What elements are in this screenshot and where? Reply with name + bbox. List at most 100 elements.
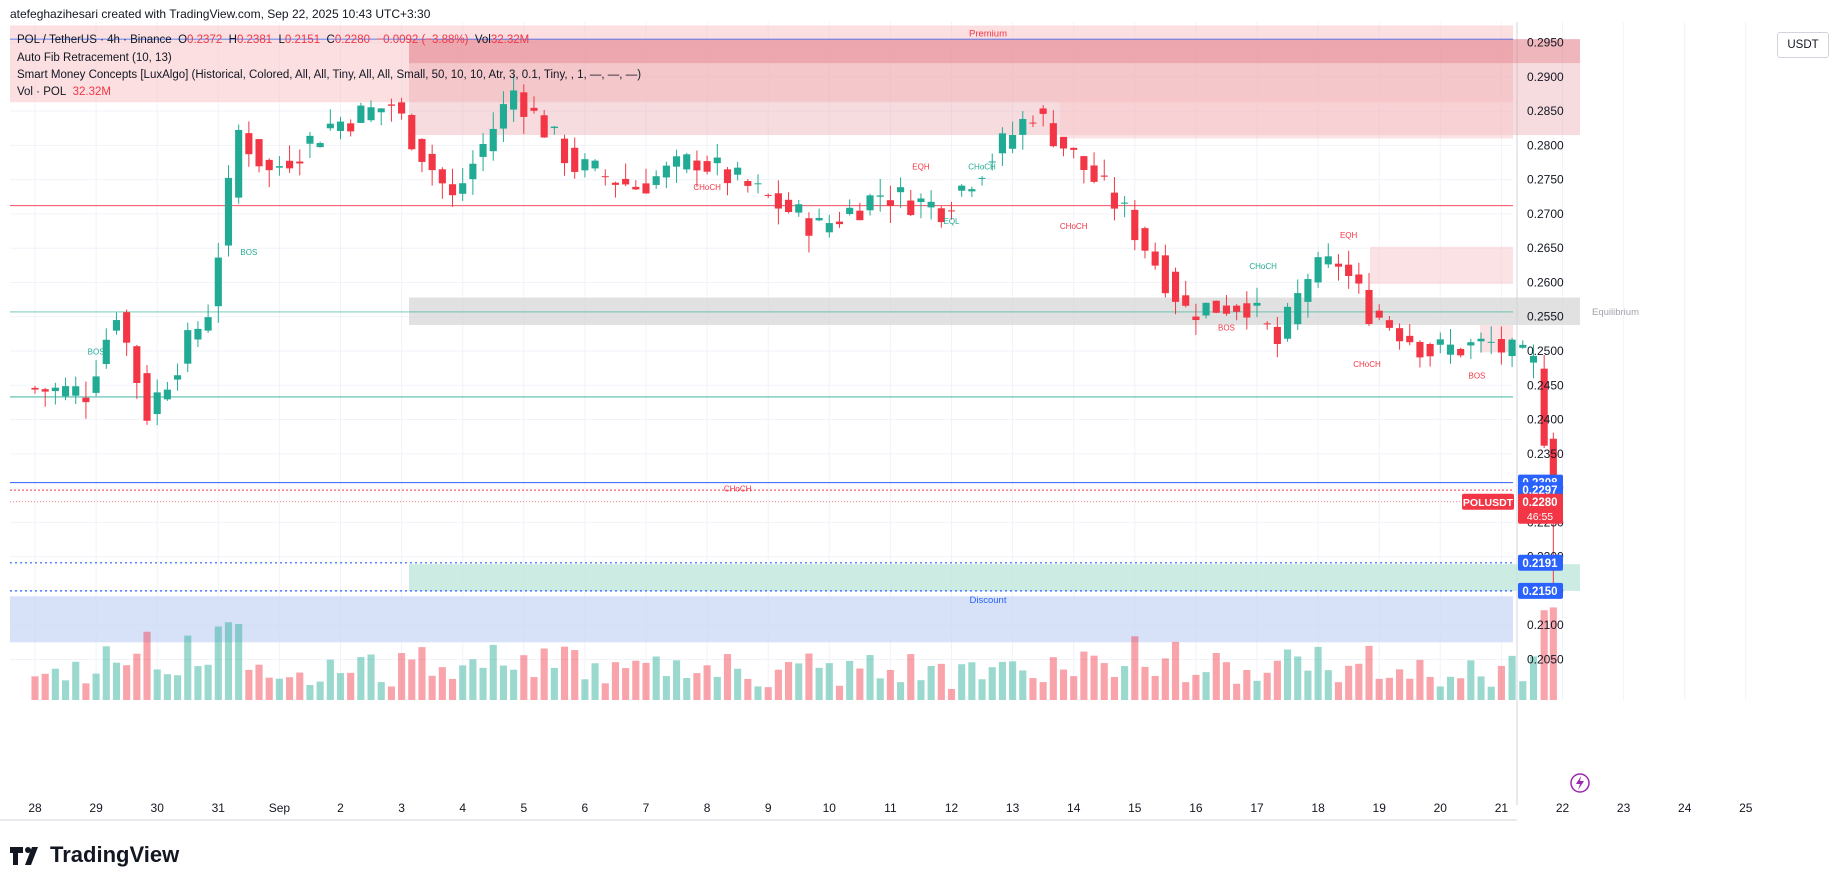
candle-body: [1273, 326, 1281, 344]
volume-bar: [1406, 678, 1414, 700]
candle-body: [520, 92, 528, 117]
candle-body: [937, 208, 945, 223]
volume-bar: [560, 646, 569, 700]
candle-body: [713, 157, 721, 164]
candle-body: [683, 154, 691, 170]
candle-body: [1457, 348, 1465, 356]
candle-body: [917, 198, 925, 202]
candle-body: [1487, 341, 1495, 343]
volume-bar: [499, 665, 507, 700]
last-price-value: 0.2280: [1522, 497, 1557, 509]
last-price-bg: [1518, 493, 1563, 524]
discount-zone: [10, 596, 1513, 643]
y-tick-label: 0.2700: [1527, 207, 1564, 221]
volume-bar: [1355, 663, 1363, 700]
candle-body: [1171, 271, 1180, 302]
x-tick-label: 11: [884, 801, 897, 815]
high-label: H: [228, 34, 237, 46]
candle-body: [438, 169, 446, 184]
equilibrium-zone: [409, 297, 1580, 325]
x-tick-label: 20: [1434, 801, 1448, 815]
candle-body: [428, 153, 436, 171]
indicator-volume[interactable]: Vol · POL 32.32M: [17, 86, 111, 98]
candle-body: [296, 161, 304, 164]
candle-body: [1283, 306, 1292, 339]
candle-body: [795, 204, 803, 213]
candle-body: [316, 143, 324, 148]
volume-bar: [1508, 655, 1516, 700]
close-value: 0.2280: [334, 34, 370, 46]
candle-body: [367, 107, 375, 121]
currency-button[interactable]: USDT: [1777, 32, 1829, 58]
volume-bar: [31, 676, 39, 700]
x-tick-label: Sep: [269, 801, 291, 815]
volume-bar: [1100, 663, 1108, 700]
volume-bar: [1477, 676, 1485, 700]
volume-bar: [632, 660, 640, 700]
y-tick-label: 0.2450: [1527, 378, 1564, 392]
horizontal-levels: [10, 38, 1513, 592]
discount-label: Discount: [970, 595, 1007, 606]
candle-body: [846, 207, 854, 214]
candle-body: [72, 386, 80, 396]
countdown-value: 46:55: [1527, 511, 1553, 523]
time-axis: 28 29 30 31 Sep 2 3 4 5 6 7 8 9 10 11 12 13 14 15 16 17 18 19 2…: [28, 773, 1753, 815]
candle-body: [1222, 305, 1231, 314]
candle-body: [1009, 135, 1017, 149]
volume-bar: [988, 667, 996, 700]
volume-bar: [947, 688, 956, 700]
volume-bar: [1121, 666, 1129, 700]
y-tick-label: 0.2800: [1527, 138, 1564, 152]
structure-label-choch: CHoCH: [1353, 360, 1381, 369]
x-tick-label: 18: [1311, 801, 1325, 815]
volume-bar: [713, 676, 721, 700]
volume-bar: [448, 678, 457, 700]
structure-label-choch: CHoCH: [1249, 262, 1277, 271]
candle-body: [265, 159, 273, 171]
candle-body: [1233, 305, 1241, 312]
volume-bar: [917, 680, 925, 700]
price-label-bg: [1518, 554, 1563, 571]
volume-bar: [683, 678, 691, 700]
candle-body: [805, 218, 813, 236]
x-tick-label: 4: [459, 801, 466, 815]
volume-bar: [1161, 658, 1169, 700]
candle-body: [1182, 295, 1190, 306]
candle-body: [764, 194, 772, 196]
volume-bar: [1080, 651, 1088, 700]
indicator-fib[interactable]: Auto Fib Retracement (10, 13): [17, 52, 172, 64]
candle-body: [92, 376, 100, 393]
candle-body: [1396, 328, 1404, 342]
candle-body: [1519, 344, 1527, 348]
x-tick-label: 22: [1556, 801, 1570, 815]
candle-body: [774, 193, 782, 209]
volume-bar: [1212, 652, 1220, 700]
indicator-smc[interactable]: Smart Money Concepts [LuxAlgo] (Historic…: [17, 69, 642, 81]
candle-body: [958, 185, 966, 191]
candle-body: [1202, 302, 1210, 316]
volume-bar: [1263, 672, 1271, 700]
volume-bar: [520, 655, 528, 700]
volume-bar: [764, 687, 772, 700]
structure-label-bos: BOS: [240, 248, 257, 257]
volume-bar: [1090, 655, 1098, 700]
attribution-header: atefeghazihesari created with TradingVie…: [10, 7, 431, 21]
candle-body: [550, 126, 558, 129]
candle-body: [652, 176, 660, 185]
candle-body: [499, 104, 507, 129]
tradingview-logo: TradingView: [10, 842, 179, 868]
x-tick-label: 29: [89, 801, 103, 815]
volume-bar: [897, 682, 905, 700]
candle-body: [998, 133, 1006, 154]
candle-body: [1253, 302, 1261, 306]
volume-bar: [611, 662, 620, 700]
volume-bar: [387, 686, 395, 700]
volume-bar: [408, 659, 416, 700]
volume-bar: [795, 663, 803, 700]
volume-bar: [1192, 674, 1200, 700]
candle-body: [1304, 279, 1312, 302]
volume-bar: [72, 661, 80, 700]
volume-bar: [41, 673, 49, 700]
x-tick-label: 15: [1128, 801, 1142, 815]
